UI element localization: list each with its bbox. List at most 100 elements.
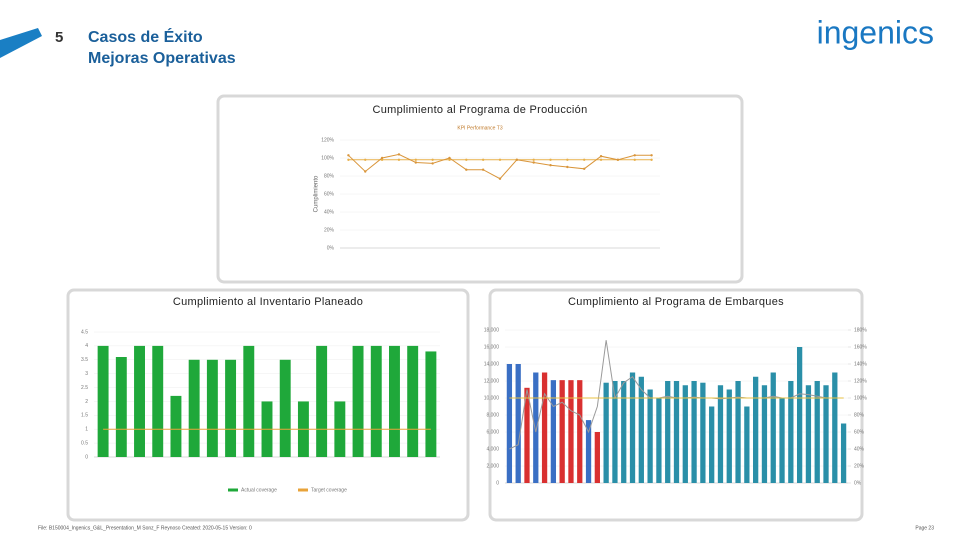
bar — [97, 345, 109, 457]
y2-tick-label: 100% — [854, 395, 867, 401]
y-tick-label: 12,000 — [484, 378, 500, 384]
point — [532, 158, 535, 161]
point — [566, 165, 569, 169]
bar — [761, 385, 768, 483]
panel — [216, 94, 744, 284]
bar — [515, 364, 521, 483]
y-tick-label: 2 — [85, 399, 88, 405]
bar — [279, 359, 291, 457]
bar — [700, 382, 706, 483]
bar — [796, 347, 803, 483]
y2-tick-label: 180% — [854, 327, 867, 333]
point — [364, 170, 367, 173]
y-tick-label: 0 — [85, 454, 88, 460]
y-tick-label: 120% — [321, 137, 334, 143]
point — [566, 158, 569, 161]
point — [498, 177, 502, 180]
point — [583, 158, 586, 161]
bar — [352, 345, 364, 457]
point — [465, 168, 468, 171]
point — [431, 162, 434, 165]
point — [397, 158, 401, 161]
y2-tick-label: 160% — [854, 344, 867, 350]
bar — [243, 345, 255, 457]
bar — [524, 387, 530, 483]
bar — [823, 385, 829, 483]
y-tick-label: 3.5 — [81, 357, 88, 363]
point — [481, 158, 485, 161]
bar — [814, 381, 820, 483]
chart-title: Cumplimiento al Programa de Producción — [373, 104, 588, 116]
bar — [425, 351, 437, 457]
y-tick-label: 40% — [324, 209, 335, 215]
point — [397, 153, 401, 156]
y-tick-label: 18,000 — [484, 327, 500, 333]
bar — [134, 345, 145, 457]
logo: ingenics — [817, 14, 934, 50]
bar — [709, 406, 715, 483]
chart-title: Cumplimiento al Programa de Embarques — [568, 296, 784, 308]
bar — [206, 359, 218, 457]
point — [364, 158, 367, 161]
slide-subtitle: Mejoras Operativas — [88, 50, 236, 67]
bar — [370, 345, 382, 457]
point — [380, 156, 384, 160]
point — [380, 158, 384, 161]
y-tick-label: 80% — [324, 173, 335, 179]
bar — [225, 359, 237, 457]
y-tick-label: 1 — [85, 427, 88, 433]
y-tick-label: 6,000 — [486, 429, 499, 435]
slide-number: 5 — [55, 29, 63, 46]
y-axis-label: Cumplimiento — [314, 175, 320, 212]
page-number: Page 23 — [915, 525, 934, 531]
y-tick-label: 16,000 — [484, 344, 500, 350]
y2-tick-label: 60% — [854, 429, 865, 435]
point — [633, 154, 636, 157]
bar — [788, 381, 794, 483]
bar — [682, 385, 688, 483]
bar — [585, 420, 592, 483]
y2-tick-label: 20% — [854, 463, 865, 469]
chart-subtitle: KPI Performance T3 — [457, 125, 502, 131]
slide-title: Casos de Éxito — [88, 27, 203, 46]
point — [583, 167, 586, 170]
legend-label: Target coverage — [311, 487, 347, 493]
bar — [577, 380, 583, 483]
y-tick-label: 20% — [324, 227, 335, 233]
point — [633, 158, 636, 161]
bar — [603, 382, 609, 483]
legend-swatch — [228, 488, 238, 492]
y2-tick-label: 40% — [854, 446, 865, 452]
y2-tick-label: 140% — [854, 361, 867, 367]
y-tick-label: 3 — [85, 371, 88, 377]
y-tick-label: 2.5 — [81, 385, 88, 391]
bar — [188, 359, 200, 457]
y-tick-label: 0.5 — [81, 440, 88, 446]
point — [465, 158, 468, 161]
y-tick-label: 10,000 — [484, 395, 500, 401]
y-tick-label: 2,000 — [486, 463, 499, 469]
y-tick-label: 1.5 — [81, 413, 88, 419]
corner-accent — [0, 28, 42, 58]
y-tick-label: 8,000 — [486, 412, 499, 418]
point — [515, 158, 519, 161]
point — [414, 158, 417, 161]
bar — [152, 345, 164, 457]
bar — [115, 357, 127, 457]
bar — [665, 381, 671, 483]
bar — [506, 364, 513, 483]
point — [650, 158, 653, 161]
y2-tick-label: 80% — [854, 412, 865, 418]
point — [498, 158, 502, 161]
point — [347, 158, 350, 161]
bar — [407, 345, 419, 457]
bar — [170, 395, 182, 457]
point — [414, 161, 417, 164]
bar — [656, 398, 662, 483]
bar — [805, 385, 812, 483]
bar — [612, 381, 618, 483]
y2-tick-label: 120% — [854, 378, 867, 384]
point — [549, 158, 552, 161]
point — [347, 154, 350, 157]
